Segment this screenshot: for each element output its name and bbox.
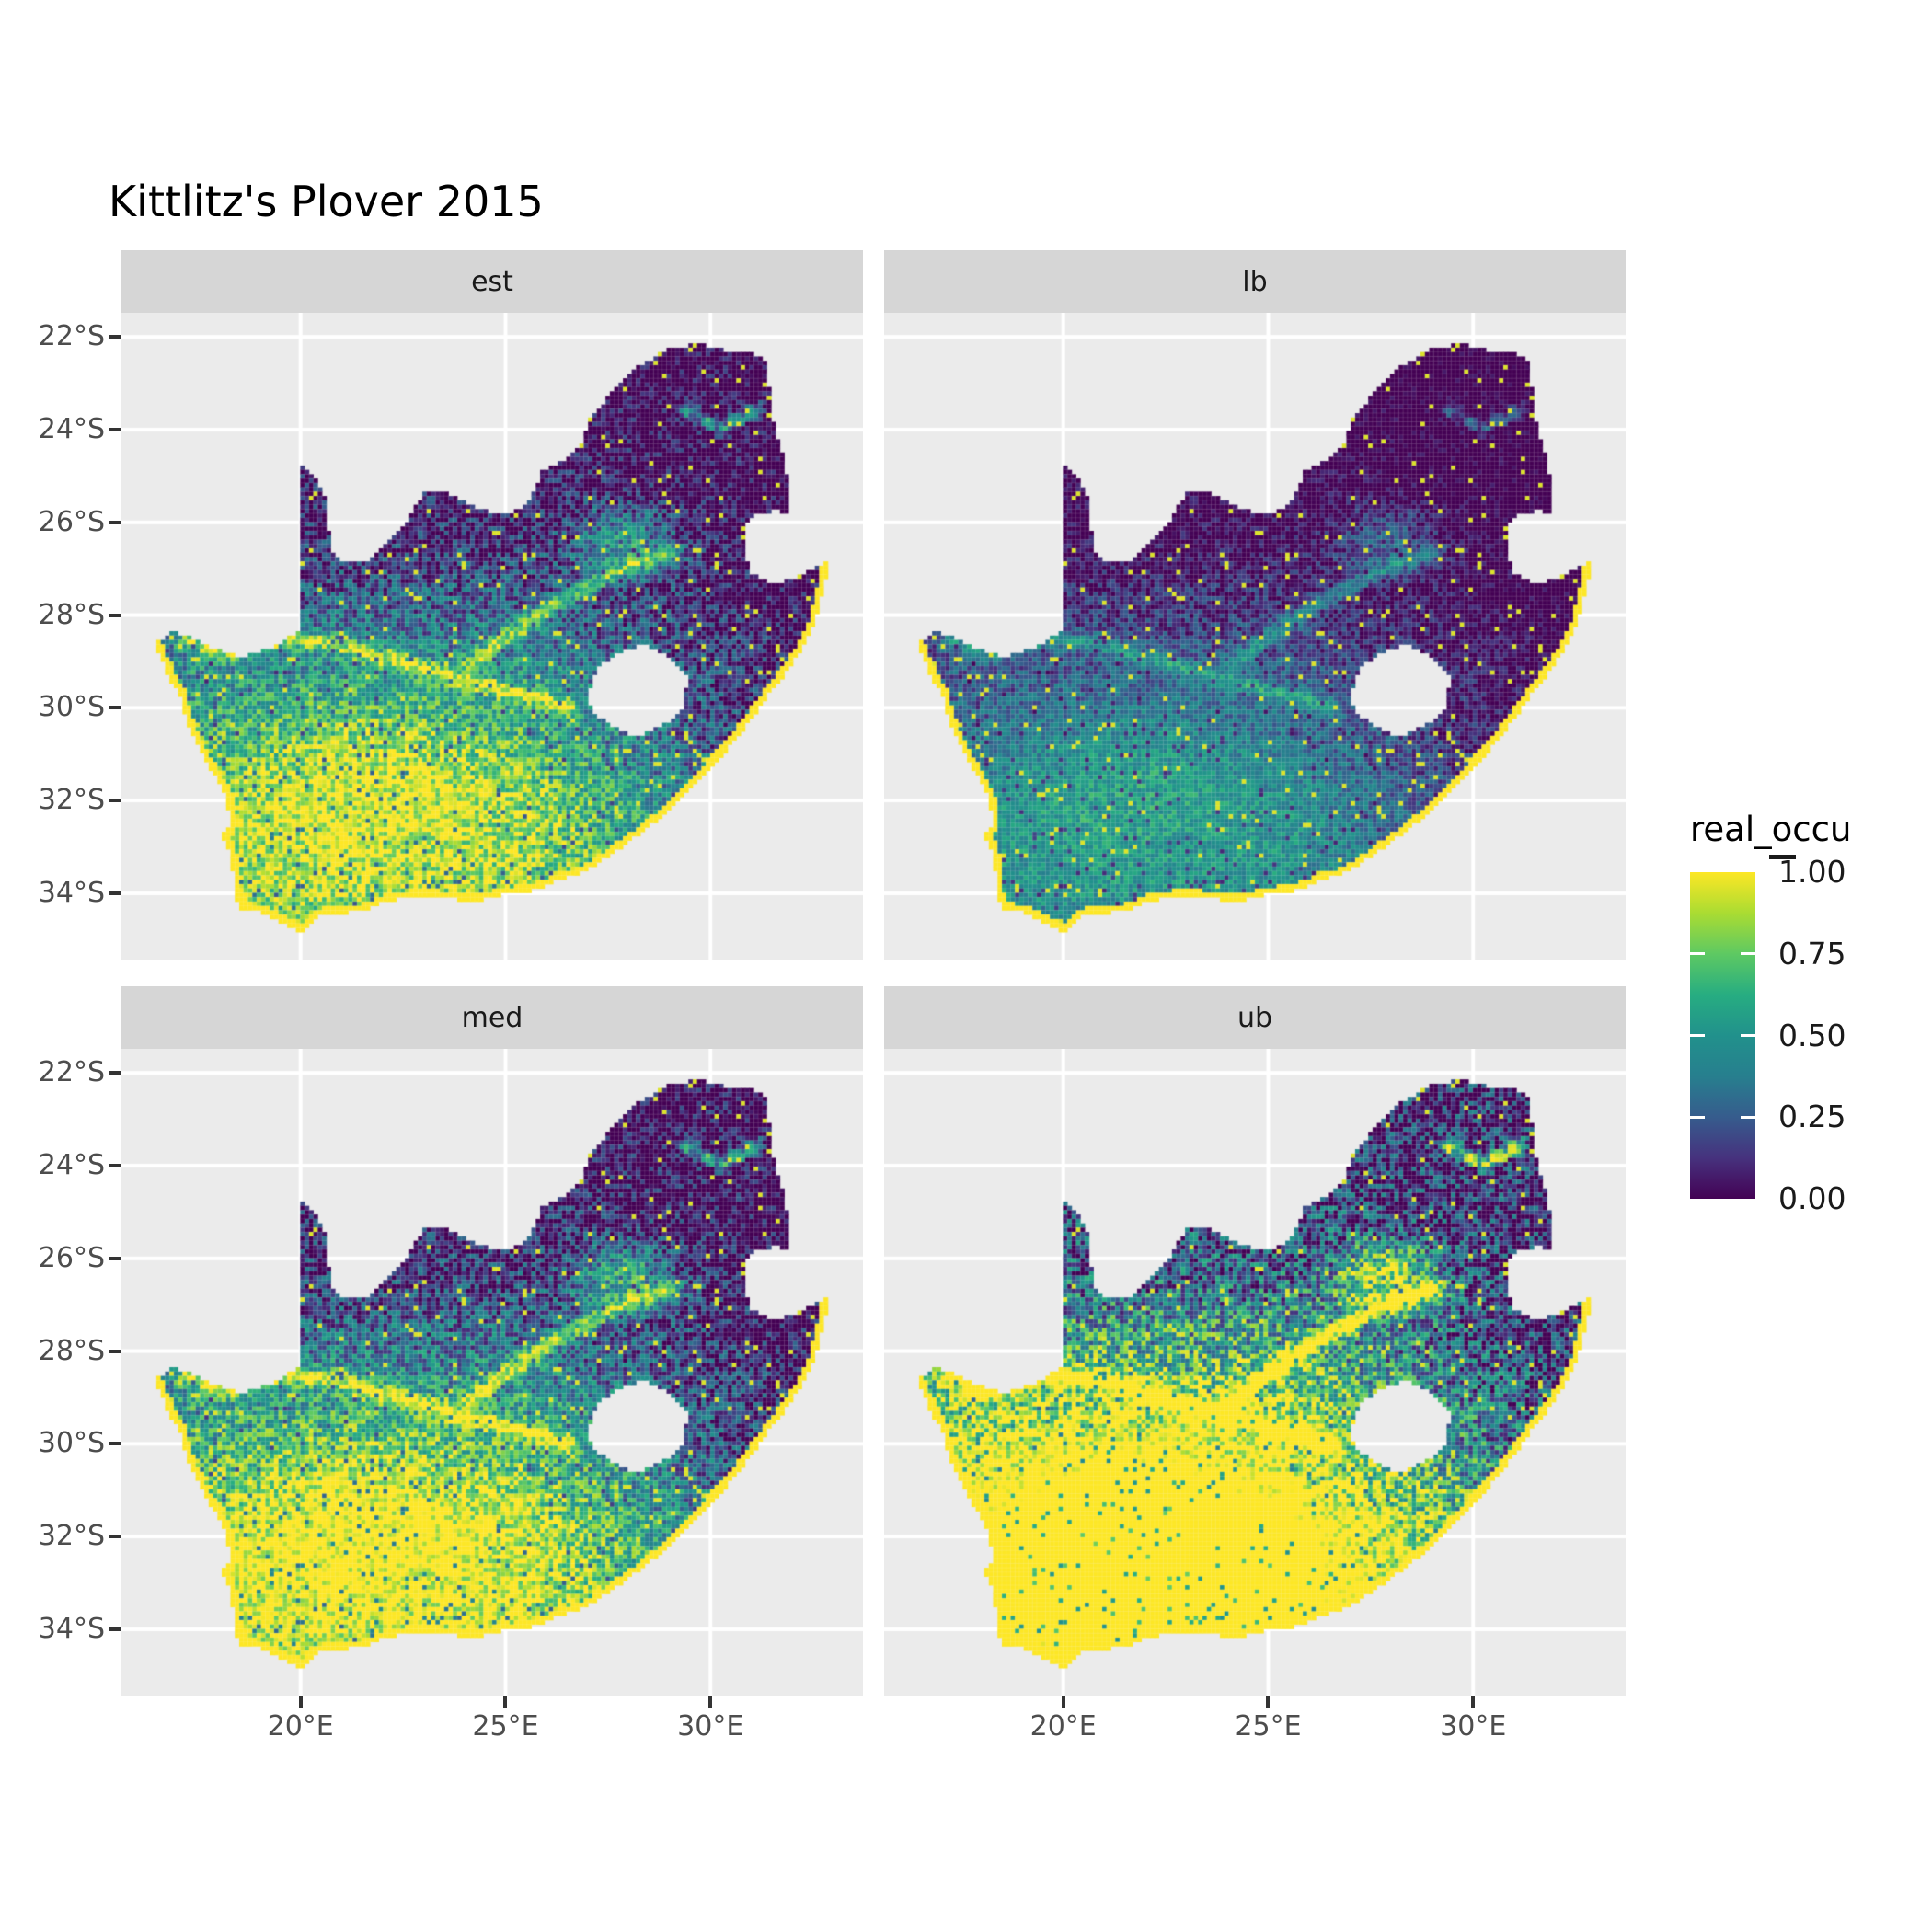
y-axis-label: 28°S (38, 598, 105, 631)
facet-panel-lb (884, 313, 1626, 960)
y-axis-tick (109, 1071, 121, 1075)
facet-panel-est (121, 313, 863, 960)
legend-tick-label: 0.75 (1778, 935, 1846, 972)
facet-panel-med (121, 1049, 863, 1696)
y-axis-tick (109, 891, 121, 895)
y-axis-label: 22°S (38, 320, 105, 353)
y-axis-tick (109, 1256, 121, 1260)
y-axis-label: 30°S (38, 1427, 105, 1460)
legend-tick-mark (1741, 1034, 1755, 1037)
y-axis-tick (109, 1627, 121, 1631)
facet-label: ub (1236, 1001, 1273, 1034)
x-axis-tick (1061, 1696, 1065, 1708)
legend-tick-label: 0.50 (1778, 1017, 1846, 1053)
x-axis-label: 20°E (267, 1710, 334, 1742)
y-axis-tick (109, 520, 121, 524)
legend-tick-mark (1690, 1034, 1705, 1037)
y-axis-tick (109, 427, 121, 431)
legend-tick-mark (1690, 1115, 1705, 1119)
y-axis-label: 28°S (38, 1334, 105, 1367)
x-axis-label: 20°E (1029, 1710, 1097, 1742)
y-axis-label: 24°S (38, 412, 105, 445)
y-axis-label: 24°S (38, 1148, 105, 1181)
facet-label: med (461, 1001, 523, 1034)
legend-tick-mark (1741, 1115, 1755, 1119)
facet-panel-ub (884, 1049, 1626, 1696)
facet-strip-lb: lb (884, 250, 1626, 313)
y-axis-tick (109, 1442, 121, 1446)
x-axis-tick (708, 1696, 713, 1708)
y-axis-tick (109, 706, 121, 710)
y-axis-tick (109, 1163, 121, 1167)
legend-tick-mark (1690, 952, 1705, 956)
x-axis-tick (1471, 1696, 1476, 1708)
plot-title: Kittlitz's Plover 2015 (109, 177, 544, 226)
facet-strip-med: med (121, 986, 863, 1049)
facet-label: lb (1242, 265, 1268, 298)
y-axis-tick (109, 1349, 121, 1353)
legend-top-tick-mark (1769, 855, 1796, 859)
x-axis-tick (503, 1696, 508, 1708)
facet-strip-est: est (121, 250, 863, 313)
y-axis-label: 32°S (38, 784, 105, 817)
y-axis-tick (109, 613, 121, 617)
facet-strip-ub: ub (884, 986, 1626, 1049)
x-axis-label: 25°E (472, 1710, 539, 1742)
y-axis-label: 26°S (38, 1241, 105, 1274)
legend-title: real_occu (1690, 810, 1852, 849)
y-axis-label: 26°S (38, 505, 105, 538)
y-axis-label: 34°S (38, 1612, 105, 1645)
legend-tick-mark (1741, 952, 1755, 956)
facet-label: est (471, 265, 513, 298)
x-axis-label: 30°E (1440, 1710, 1507, 1742)
x-axis-label: 30°E (677, 1710, 744, 1742)
y-axis-label: 34°S (38, 876, 105, 909)
y-axis-tick (109, 799, 121, 803)
x-axis-tick (298, 1696, 303, 1708)
y-axis-label: 30°S (38, 691, 105, 724)
y-axis-label: 22°S (38, 1056, 105, 1089)
legend-tick-label: 0.00 (1778, 1180, 1846, 1216)
x-axis-label: 25°E (1235, 1710, 1302, 1742)
y-axis-tick (109, 335, 121, 339)
y-axis-label: 32°S (38, 1520, 105, 1553)
x-axis-tick (1266, 1696, 1271, 1708)
legend-tick-label: 0.25 (1778, 1098, 1846, 1135)
legend-tick-label: 1.00 (1778, 854, 1846, 890)
y-axis-tick (109, 1535, 121, 1539)
